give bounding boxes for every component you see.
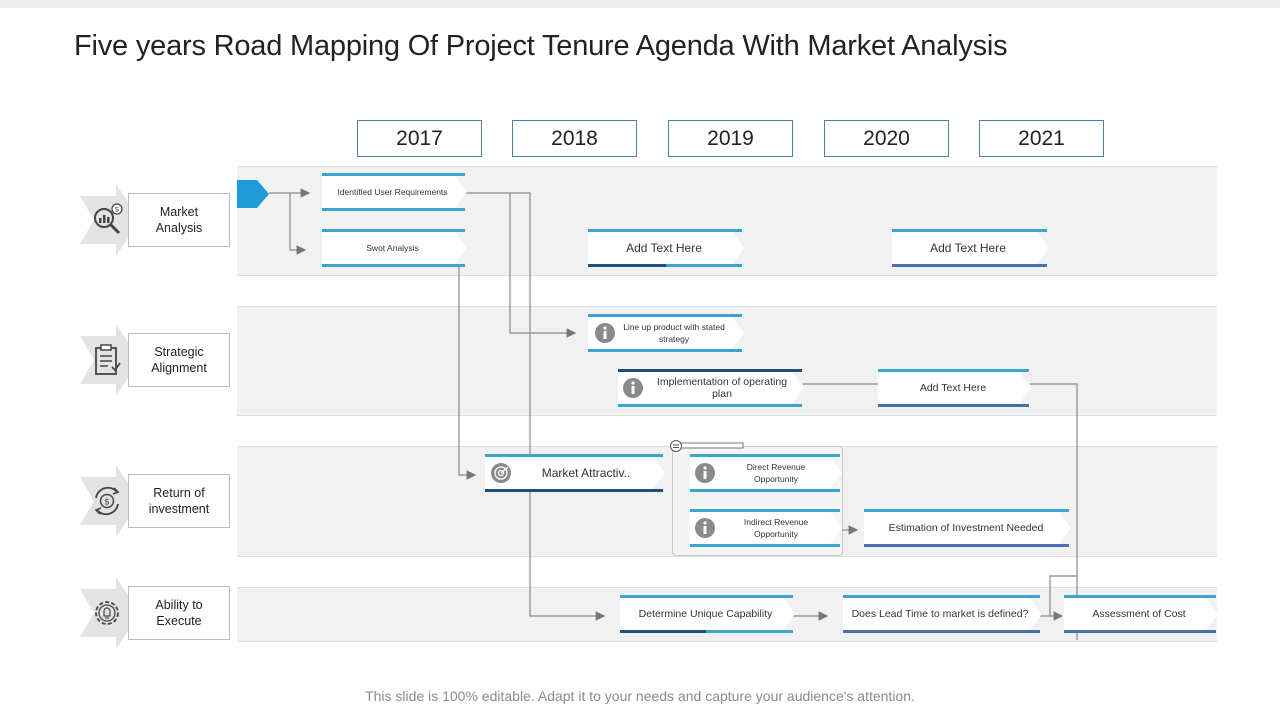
task-swot-analysis[interactable]: Swot Analysis bbox=[322, 229, 467, 267]
category-market-analysis: $ Market Analysis bbox=[80, 184, 230, 256]
task-label: Add Text Here bbox=[930, 241, 1006, 255]
category-return-of-investment: $ Return of investment bbox=[80, 465, 230, 537]
task-shape bbox=[1064, 595, 1218, 633]
category-arrow-shape bbox=[80, 324, 140, 396]
category-label: Strategic Alignment bbox=[128, 333, 230, 387]
task-label: Estimation of Investment Needed bbox=[888, 522, 1044, 534]
category-ability-to-execute: Ability to Execute bbox=[80, 577, 230, 649]
category-strategic-alignment: Strategic Alignment bbox=[80, 324, 230, 396]
year-2018: 2018 bbox=[512, 120, 637, 157]
task-label: Identified User Requirements bbox=[337, 187, 448, 197]
info-icon bbox=[623, 378, 643, 398]
category-arrow-shape bbox=[80, 184, 140, 256]
task-estimation-investment[interactable]: Estimation of Investment Needed bbox=[864, 509, 1071, 547]
task-add-text-2019[interactable]: Add Text Here bbox=[588, 229, 744, 267]
year-2020: 2020 bbox=[824, 120, 949, 157]
top-strip bbox=[0, 0, 1280, 8]
magnifier-chart-icon: $ bbox=[94, 203, 123, 235]
gear-idea-icon bbox=[95, 601, 119, 625]
task-label: Implementation of operating plan bbox=[656, 376, 788, 400]
task-shape bbox=[690, 509, 842, 547]
info-icon bbox=[595, 323, 615, 343]
category-label: Ability to Execute bbox=[128, 586, 230, 640]
clipboard-checklist-icon bbox=[95, 344, 121, 375]
task-shape bbox=[618, 369, 804, 407]
target-icon bbox=[491, 463, 511, 483]
task-shape bbox=[588, 229, 744, 267]
start-marker-icon bbox=[237, 180, 269, 208]
task-direct-revenue[interactable]: Direct Revenue Opportunity bbox=[690, 454, 842, 492]
task-shape bbox=[892, 229, 1049, 267]
task-market-attractiveness[interactable]: Market Attractiv.. bbox=[485, 454, 665, 492]
task-lead-time[interactable]: Does Lead Time to market is defined? bbox=[843, 595, 1042, 633]
page-title: Five years Road Mapping Of Project Tenur… bbox=[74, 30, 1008, 62]
category-label: Return of investment bbox=[128, 474, 230, 528]
year-2021: 2021 bbox=[979, 120, 1104, 157]
task-shape bbox=[485, 454, 665, 492]
info-icon bbox=[695, 518, 715, 538]
task-shape bbox=[690, 454, 842, 492]
svg-text:$: $ bbox=[115, 206, 119, 214]
year-2017: 2017 bbox=[357, 120, 482, 157]
task-label: Indirect Revenue Opportunity bbox=[743, 517, 809, 539]
year-2019: 2019 bbox=[668, 120, 793, 157]
task-label: Line up product with stated strategy bbox=[623, 322, 725, 344]
task-label: Direct Revenue Opportunity bbox=[746, 462, 806, 484]
task-shape bbox=[322, 173, 467, 211]
task-label: Add Text Here bbox=[919, 382, 987, 394]
task-label: Swot Analysis bbox=[366, 243, 419, 253]
task-label: Assessment of Cost bbox=[1092, 608, 1186, 620]
info-icon bbox=[695, 463, 715, 483]
task-shape bbox=[864, 509, 1071, 547]
dollar-cycle-icon: $ bbox=[94, 486, 120, 516]
task-implementation-plan[interactable]: Implementation of operating plan bbox=[618, 369, 804, 407]
task-label: Determine Unique Capability bbox=[638, 608, 773, 620]
task-label: Market Attractiv.. bbox=[541, 466, 631, 480]
footer-note: This slide is 100% editable. Adapt it to… bbox=[365, 688, 915, 704]
task-shape bbox=[878, 369, 1031, 407]
svg-text:$: $ bbox=[104, 498, 110, 508]
task-label: Does Lead Time to market is defined? bbox=[851, 608, 1029, 620]
task-add-text-2021[interactable]: Add Text Here bbox=[892, 229, 1049, 267]
task-shape bbox=[620, 595, 795, 633]
task-assessment-cost[interactable]: Assessment of Cost bbox=[1064, 595, 1218, 633]
task-shape bbox=[322, 229, 467, 267]
task-indirect-revenue[interactable]: Indirect Revenue Opportunity bbox=[690, 509, 842, 547]
task-shape bbox=[588, 314, 744, 352]
task-label: Add Text Here bbox=[626, 241, 702, 255]
task-determine-capability[interactable]: Determine Unique Capability bbox=[620, 595, 795, 633]
task-add-text-strategic[interactable]: Add Text Here bbox=[878, 369, 1031, 407]
category-label: Market Analysis bbox=[128, 193, 230, 247]
task-line-up-product[interactable]: Line up product with stated strategy bbox=[588, 314, 744, 352]
task-shape bbox=[843, 595, 1042, 633]
task-identified-user-requirements[interactable]: Identified User Requirements bbox=[322, 173, 467, 211]
group-collapse-handle bbox=[670, 440, 744, 452]
category-arrow-shape bbox=[80, 465, 140, 537]
